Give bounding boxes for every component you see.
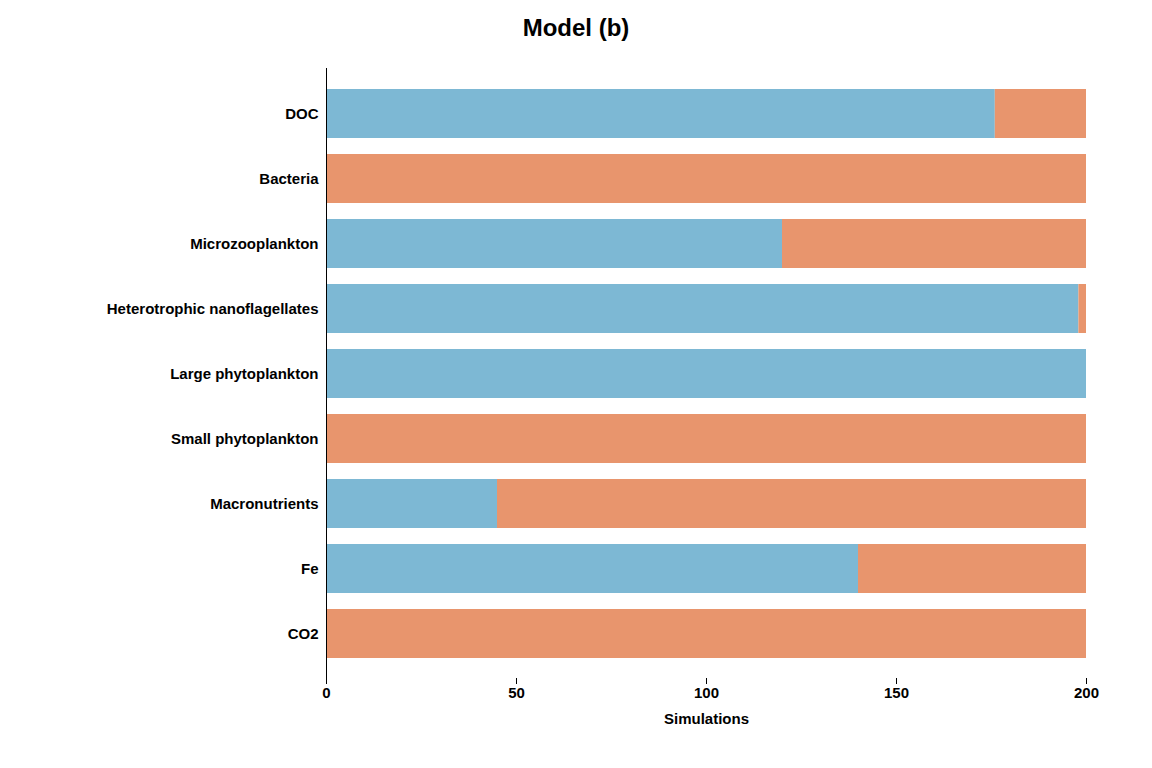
svg-text:Microzooplankton: Microzooplankton xyxy=(190,235,318,252)
svg-text:200: 200 xyxy=(1074,684,1099,701)
svg-text:Fe: Fe xyxy=(301,560,319,577)
svg-text:Large phytoplankton: Large phytoplankton xyxy=(170,365,318,382)
svg-text:Simulations: Simulations xyxy=(664,710,749,727)
svg-text:Small phytoplankton: Small phytoplankton xyxy=(171,430,319,447)
svg-text:DOC: DOC xyxy=(285,105,319,122)
svg-text:150: 150 xyxy=(884,684,909,701)
svg-text:Heterotrophic nanoflagellates: Heterotrophic nanoflagellates xyxy=(107,300,319,317)
svg-text:CO2: CO2 xyxy=(288,625,319,642)
html-text:Model (b): Model (b) xyxy=(522,14,630,41)
svg-text:Macronutrients: Macronutrients xyxy=(210,495,318,512)
svg-text:100: 100 xyxy=(694,684,719,701)
svg-text:0: 0 xyxy=(322,684,330,701)
svg-text:Bacteria: Bacteria xyxy=(259,170,319,187)
svg-text:50: 50 xyxy=(508,684,525,701)
